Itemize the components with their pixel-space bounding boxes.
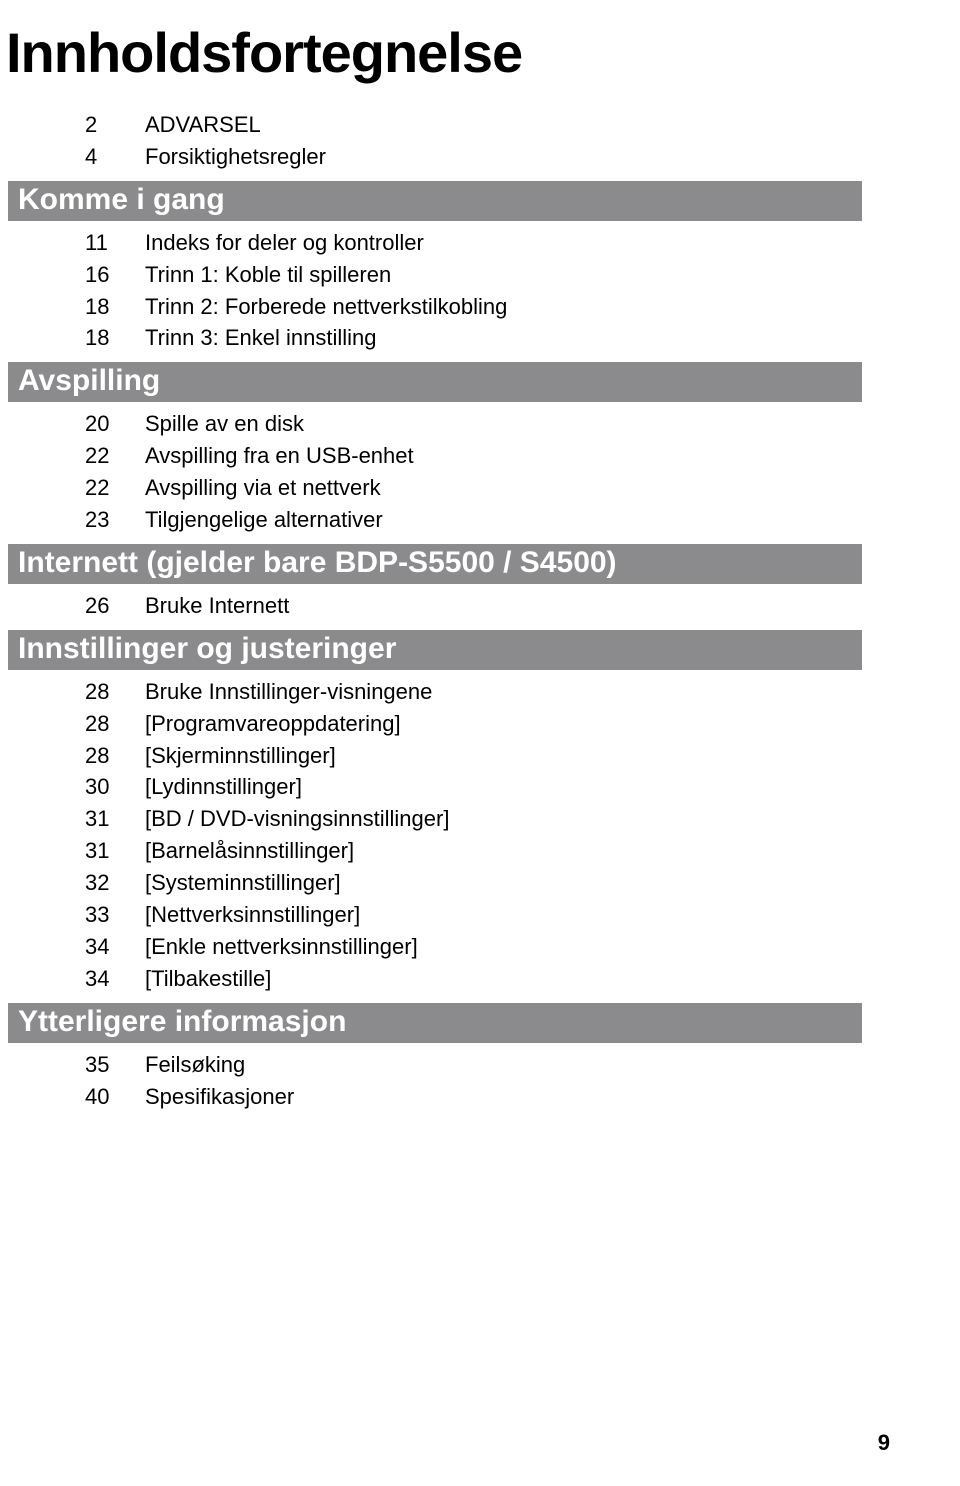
toc-page-number: 35	[85, 1049, 145, 1081]
toc-page-number: 28	[85, 676, 145, 708]
toc-row: 28 [Skjerminnstillinger]	[85, 740, 890, 772]
toc-row: 28 [Programvareoppdatering]	[85, 708, 890, 740]
toc-page-number: 40	[85, 1081, 145, 1113]
toc-label: [Nettverksinnstillinger]	[145, 899, 890, 931]
toc-row: 20 Spille av en disk	[85, 408, 890, 440]
toc-page-number: 22	[85, 472, 145, 504]
toc-row: 22 Avspilling via et nettverk	[85, 472, 890, 504]
toc-row: 40 Spesifikasjoner	[85, 1081, 890, 1113]
section-items: 28 Bruke Innstillinger-visningene 28 [Pr…	[85, 676, 890, 995]
toc-row: 22 Avspilling fra en USB-enhet	[85, 440, 890, 472]
toc-label: [BD / DVD-visningsinnstillinger]	[145, 803, 890, 835]
toc-label: Spesifikasjoner	[145, 1081, 890, 1113]
toc-label: Trinn 2: Forberede nettverkstilkobling	[145, 291, 890, 323]
toc-page-number: 18	[85, 291, 145, 323]
section-items: 11 Indeks for deler og kontroller 16 Tri…	[85, 227, 890, 355]
toc-label: Spille av en disk	[145, 408, 890, 440]
section-heading: Innstillinger og justeringer	[8, 630, 862, 670]
toc-page-number: 26	[85, 590, 145, 622]
toc-page-number: 28	[85, 708, 145, 740]
toc-page-number: 33	[85, 899, 145, 931]
toc-label: [Skjerminnstillinger]	[145, 740, 890, 772]
toc-page-number: 20	[85, 408, 145, 440]
toc-label: [Systeminnstillinger]	[145, 867, 890, 899]
toc-row: 18 Trinn 2: Forberede nettverkstilkoblin…	[85, 291, 890, 323]
toc-label: [Enkle nettverksinnstillinger]	[145, 931, 890, 963]
toc-page-number: 28	[85, 740, 145, 772]
section-items: 26 Bruke Internett	[85, 590, 890, 622]
toc-page-number: 23	[85, 504, 145, 536]
toc-label: [Programvareoppdatering]	[145, 708, 890, 740]
section-items: 20 Spille av en disk 22 Avspilling fra e…	[85, 408, 890, 536]
toc-label: [Tilbakestille]	[145, 963, 890, 995]
toc-label: Avspilling via et nettverk	[145, 472, 890, 504]
toc-page-number: 31	[85, 803, 145, 835]
toc-row: 28 Bruke Innstillinger-visningene	[85, 676, 890, 708]
toc-page-number: 34	[85, 931, 145, 963]
toc-row: 31 [BD / DVD-visningsinnstillinger]	[85, 803, 890, 835]
toc-page-number: 22	[85, 440, 145, 472]
toc-row: 32 [Systeminnstillinger]	[85, 867, 890, 899]
toc-label: Tilgjengelige alternativer	[145, 504, 890, 536]
toc-page-number: 31	[85, 835, 145, 867]
toc-label: [Lydinnstillinger]	[145, 771, 890, 803]
toc-label: Feilsøking	[145, 1049, 890, 1081]
toc-row: 33 [Nettverksinnstillinger]	[85, 899, 890, 931]
toc-label: Avspilling fra en USB-enhet	[145, 440, 890, 472]
page-number: 9	[878, 1430, 890, 1456]
toc-row: 16 Trinn 1: Koble til spilleren	[85, 259, 890, 291]
toc-page-number: 30	[85, 771, 145, 803]
toc-page-number: 32	[85, 867, 145, 899]
toc-page-number: 34	[85, 963, 145, 995]
toc-row: 18 Trinn 3: Enkel innstilling	[85, 322, 890, 354]
toc-page-number: 11	[85, 227, 145, 259]
toc-label: Forsiktighetsregler	[145, 141, 890, 173]
toc-row: 11 Indeks for deler og kontroller	[85, 227, 890, 259]
toc-label: Bruke Internett	[145, 590, 890, 622]
toc-row: 31 [Barnelåsinnstillinger]	[85, 835, 890, 867]
document-title: Innholdsfortegnelse	[6, 20, 890, 85]
section-heading: Avspilling	[8, 362, 862, 402]
toc-row: 23 Tilgjengelige alternativer	[85, 504, 890, 536]
toc-label: ADVARSEL	[145, 109, 890, 141]
toc-row: 26 Bruke Internett	[85, 590, 890, 622]
toc-row: 2 ADVARSEL	[85, 109, 890, 141]
toc-label: Bruke Innstillinger-visningene	[145, 676, 890, 708]
toc-label: Indeks for deler og kontroller	[145, 227, 890, 259]
toc-row: 34 [Enkle nettverksinnstillinger]	[85, 931, 890, 963]
section-items: 35 Feilsøking 40 Spesifikasjoner	[85, 1049, 890, 1113]
toc-row: 4 Forsiktighetsregler	[85, 141, 890, 173]
section-heading: Internett (gjelder bare BDP-S5500 / S450…	[8, 544, 862, 584]
toc-row: 30 [Lydinnstillinger]	[85, 771, 890, 803]
toc-row: 35 Feilsøking	[85, 1049, 890, 1081]
section-heading: Komme i gang	[8, 181, 862, 221]
intro-items: 2 ADVARSEL 4 Forsiktighetsregler	[85, 109, 890, 173]
toc-label: Trinn 3: Enkel innstilling	[145, 322, 890, 354]
toc-page-number: 18	[85, 322, 145, 354]
toc-page-number: 4	[85, 141, 145, 173]
toc-label: Trinn 1: Koble til spilleren	[145, 259, 890, 291]
section-heading: Ytterligere informasjon	[8, 1003, 862, 1043]
toc-page-number: 16	[85, 259, 145, 291]
toc-row: 34 [Tilbakestille]	[85, 963, 890, 995]
toc-page-number: 2	[85, 109, 145, 141]
toc-label: [Barnelåsinnstillinger]	[145, 835, 890, 867]
